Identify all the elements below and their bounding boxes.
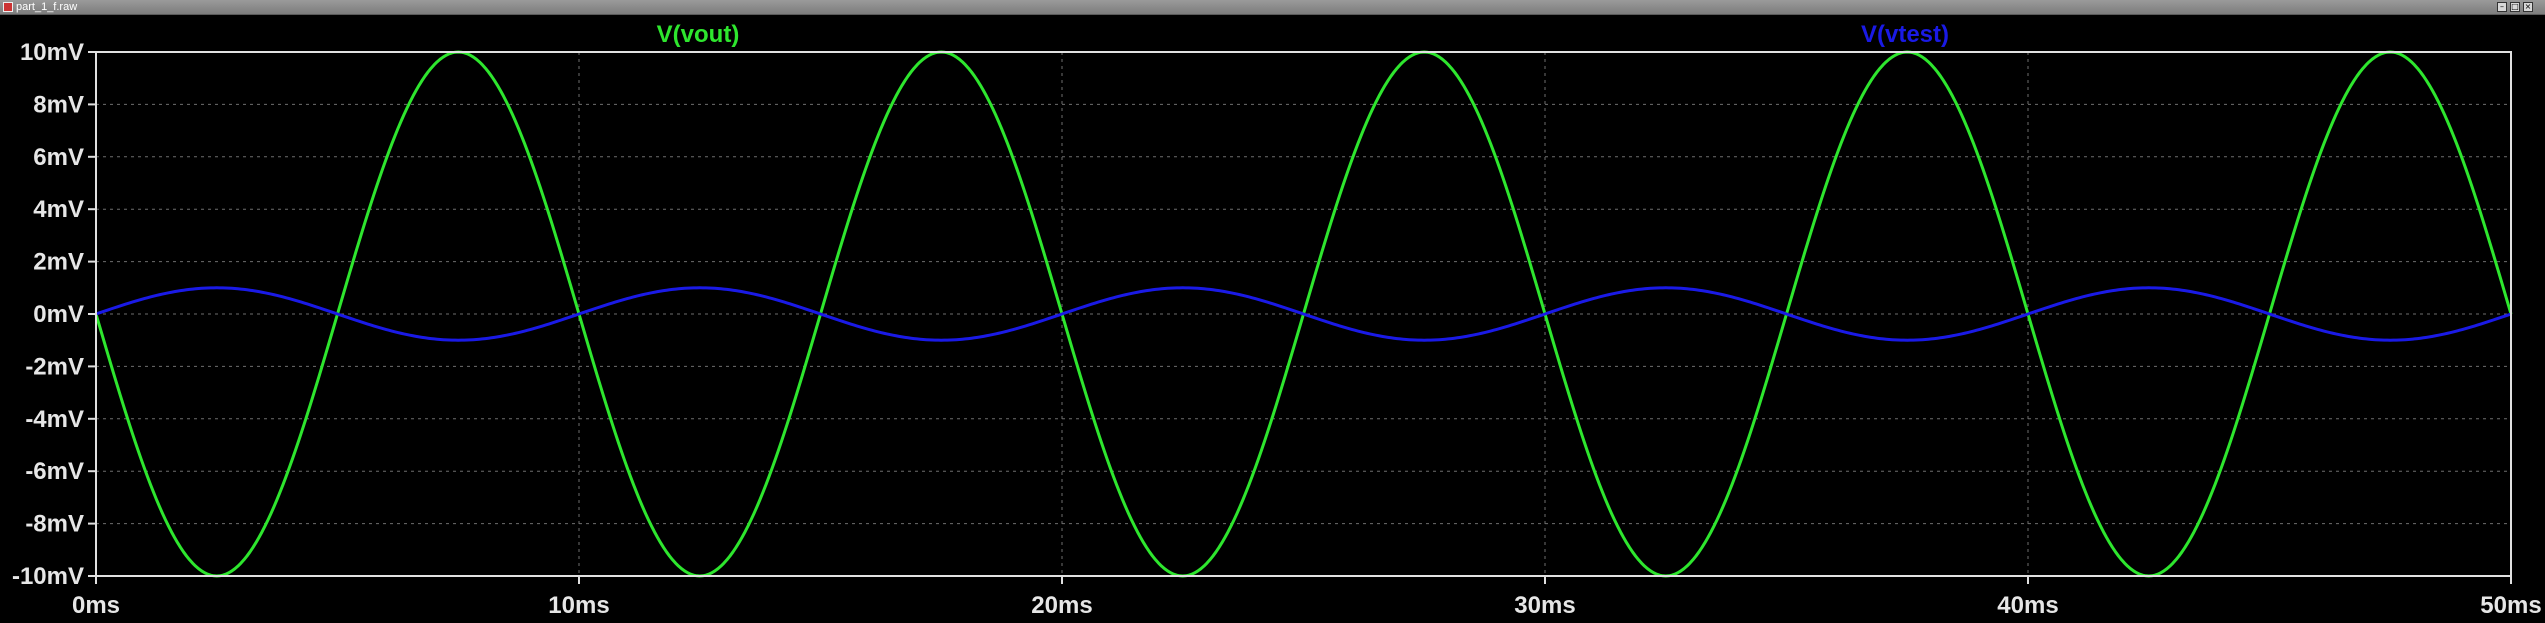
x-tick-label: 0ms: [72, 592, 120, 619]
series-line-vtest: [95, 286, 2512, 342]
x-tick-label: 30ms: [1514, 592, 1575, 619]
x-tick-label: 10ms: [548, 592, 609, 619]
y-tick-label: -6mV: [25, 458, 84, 485]
series-traces: [94, 50, 2513, 578]
waveform-plot[interactable]: 10mV 8mV 6mV 4mV 2mV 0mV -2mV -4mV -6mV -8mV -10mV…: [0, 15, 2545, 623]
close-button[interactable]: ×: [2523, 2, 2533, 12]
y-tick-label: -10mV: [12, 563, 84, 590]
x-axis: 0ms 10ms 20ms 30ms 40ms 50ms: [72, 576, 2542, 619]
y-tick-label: 0mV: [33, 301, 84, 328]
y-tick-label: -4mV: [25, 406, 84, 433]
y-tick-label: -8mV: [25, 511, 84, 538]
window-title: part_1_f.raw: [16, 1, 78, 13]
legend[interactable]: V(vout) V(vtest): [657, 21, 1949, 48]
y-axis: 10mV 8mV 6mV 4mV 2mV 0mV -2mV -4mV -6mV -8mV -10mV: [12, 39, 96, 590]
x-tick-label: 20ms: [1031, 592, 1092, 619]
x-tick-label: 50ms: [2480, 592, 2541, 619]
y-tick-label: -2mV: [25, 353, 84, 380]
x-tick-label: 40ms: [1997, 592, 2058, 619]
y-tick-label: 10mV: [20, 39, 84, 66]
window-titlebar[interactable]: part_1_f.raw – □ ×: [0, 0, 2545, 15]
y-tick-label: 6mV: [33, 144, 84, 171]
legend-label-vout[interactable]: V(vout): [657, 21, 740, 48]
y-tick-label: 2mV: [33, 249, 84, 276]
app-icon: [3, 2, 13, 12]
minimize-button[interactable]: –: [2497, 2, 2507, 12]
legend-label-vtest[interactable]: V(vtest): [1861, 21, 1949, 48]
y-tick-label: 4mV: [33, 196, 84, 223]
y-tick-label: 8mV: [33, 91, 84, 118]
maximize-button[interactable]: □: [2510, 2, 2520, 12]
